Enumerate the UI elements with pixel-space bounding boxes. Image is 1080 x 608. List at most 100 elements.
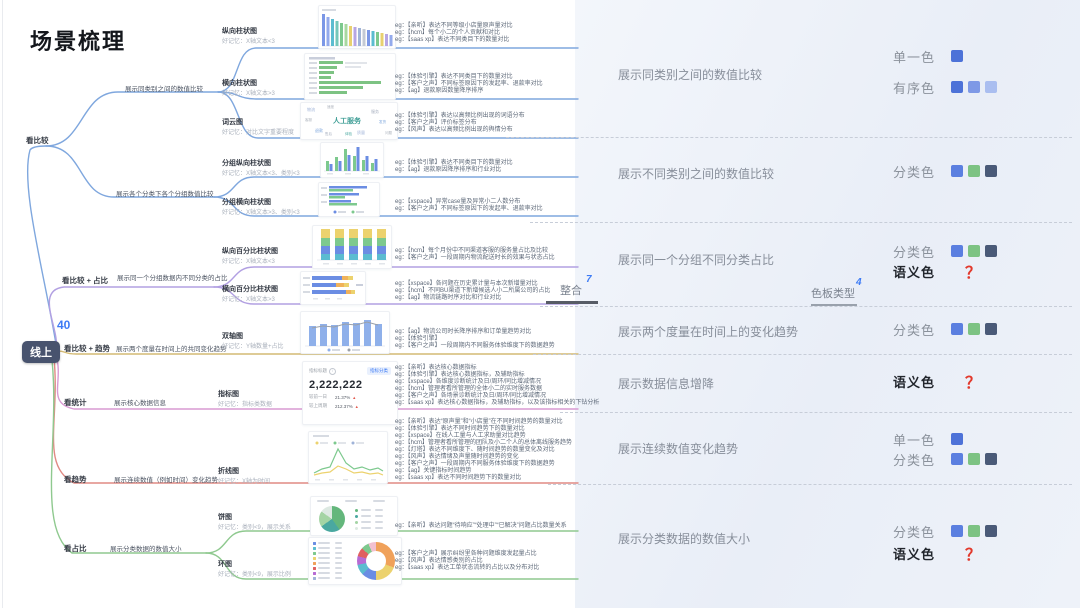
palette-label: 分类色 [893,244,936,260]
marker-palette-type[interactable]: 色板类型 [811,288,855,300]
question-mark-icon: ？ [965,375,982,392]
scenario-core-data[interactable]: 展示核心数据信息 [114,400,166,407]
branch-compare-share[interactable]: 看比较 + 占比 [62,276,109,285]
node-metric[interactable]: 指标图 [218,391,239,398]
thumb-line-chart[interactable] [308,431,388,484]
examples-vertical-bar: eg：【亲听】表达不同等级小店量原声量对比 eg：【hcm】每个小二的个人贡献和… [395,23,513,43]
memo-line-chart: 好记忆：X轴为时间 [218,479,271,485]
examples-metric: eg：【亲听】表达核心数据指标 eg：【体验引擎】表达核心数据指标，及辅助指标 … [395,365,600,406]
thumb-grouped-horizontal-bar[interactable] [318,182,380,217]
row-divider [506,137,1072,138]
thumb-pie-chart[interactable] [310,496,398,536]
page-title: 场景梳理 [30,29,127,54]
color-swatch [968,525,980,537]
color-swatch [951,433,963,445]
palette-row: 分类色 [893,243,1002,260]
palette-label: 单一色 [893,432,936,448]
thumb-wordcloud[interactable]: 人工服务 物流 服务 退款 质量 客服 发货 速度 体验 问题 售后 [300,102,398,140]
row-divider [540,306,1072,307]
memo-donut-chart: 好记忆：类别<9，展示比例 [218,572,291,578]
marker-integration[interactable]: 整合 [560,285,582,297]
examples-line-chart: eg：【亲听】表达“原声量”和“小店量”在不同时间趋势的数量对比 eg：【体验引… [395,419,573,481]
scenario-two-measures-trend[interactable]: 展示两个度量在时间上的共同变化趋势 [116,346,227,353]
metric-value: 2,222,222 [309,379,363,391]
palette-label: 分类色 [893,524,936,540]
color-swatch [985,165,997,177]
examples-wordcloud: eg：【体验引擎】表达以高频比例出现的词语分布 eg：【客户之声】评价标签分布 … [395,113,525,133]
up-arrow-icon: ▲ [352,394,357,400]
color-swatch [985,245,997,257]
scenario-category-size[interactable]: 展示分类数据的数值大小 [110,546,182,553]
color-swatch [968,323,980,335]
color-swatch [951,525,963,537]
node-grouped-horizontal-bar[interactable]: 分组横向柱状图 [222,199,271,206]
node-donut-chart[interactable]: 环图 [218,561,232,568]
requirement-two-measures: 展示两个度量在时间上的变化趋势 [618,325,799,339]
requirement-same-category: 展示同类别之间的数值比较 [618,68,763,82]
thumb-metric[interactable]: 指标标题 i 指标分类 2,222,222 较前一日 21.37% ▲ 较上周期 21… [302,361,398,425]
examples-horizontal-bar: eg：【体验引擎】表达不同类目下的数量对比 eg：【客户之声】不同标签原因下的发… [395,74,543,94]
color-swatch [968,81,980,93]
node-vertical-percent-bar[interactable]: 纵向百分比柱状图 [222,248,278,255]
row-divider [530,222,1072,223]
branch-statistics[interactable]: 看统计 [64,398,87,407]
thumb-horizontal-bar[interactable] [304,53,396,100]
palette-row: 单一色 [893,48,968,65]
thumb-grouped-vertical-bar[interactable] [320,142,384,178]
memo-wordcloud: 好记忆：对比文字重要程度 [222,130,295,136]
scenario-continuous-trend[interactable]: 展示连续数值（例如时间）变化趋势 [114,477,218,484]
root-count-badge: 40 [57,318,71,332]
info-icon: i [329,367,336,375]
marker-palette-type-count: 4 [856,277,862,288]
node-pie-chart[interactable]: 饼图 [218,514,232,521]
memo-pie-chart: 好记忆：类别<9，展示关系 [218,525,291,531]
thumb-horizontal-percent-bar[interactable] [300,271,366,305]
requirement-increase-decrease: 展示数据信息增降 [618,377,715,391]
node-grouped-vertical-bar[interactable]: 分组纵向柱状图 [222,160,271,167]
examples-grouped-horizontal-bar: eg：【xspace】异常case量及异常小二人数分布 eg：【客户之声】不同标… [395,199,543,212]
thumb-vertical-bar[interactable] [318,5,396,49]
branch-compare[interactable]: 看比较 [26,136,49,145]
color-swatch [951,323,963,335]
scenario-same-category[interactable]: 展示同类别之间的数值比较 [125,86,203,93]
marker-integration-underline [546,301,598,304]
row-divider [548,484,1072,485]
memo-grouped-horizontal-bar: 好记忆：X轴文本>3、类别<3 [222,210,300,216]
thumb-donut-chart[interactable] [308,537,402,585]
examples-grouped-vertical-bar: eg：【体验引擎】表达不同类目下的数量对比 eg：【ag】退款原因降序排序和行业… [395,160,513,173]
requirement-group-share: 展示同一个分组不同分类占比 [618,253,775,267]
requirement-category-size: 展示分类数据的数值大小 [618,532,751,546]
scenario-group-share[interactable]: 展示同一个分组数据内不同分类的占比 [117,275,228,282]
palette-row: 分类色 [893,163,1002,180]
marker-palette-type-underline [811,304,857,306]
palette-label: 分类色 [893,452,936,468]
palette-row: 分类色 [893,451,1002,468]
scenario-grouped-compare[interactable]: 展示各个分类下各个分组数值比较 [116,191,214,198]
thumb-vertical-percent-bar[interactable] [312,225,392,269]
color-swatch [951,245,963,257]
thumb-dual-axis[interactable] [300,311,390,354]
palette-row: 单一色 [893,431,968,448]
branch-proportion[interactable]: 看占比 [64,544,87,553]
node-vertical-bar[interactable]: 纵向柱状图 [222,28,257,35]
memo-metric: 好记忆：指标类数据 [218,402,273,408]
color-swatch [951,165,963,177]
color-swatch [951,50,963,62]
branch-trend[interactable]: 看趋势 [64,475,87,484]
node-wordcloud[interactable]: 词云图 [222,119,243,126]
branch-compare-trend[interactable]: 看比较 + 趋势 [64,344,111,353]
metric-tag: 指标分类 [367,367,391,375]
node-horizontal-bar[interactable]: 横向柱状图 [222,80,257,87]
question-mark-icon: ？ [965,265,982,282]
node-dual-axis[interactable]: 双轴图 [222,333,243,340]
palette-row: 有序色 [893,79,1002,96]
examples-dual-axis: eg：【ag】物流公司时长降序排序和订单量趋势对比 eg：【体验引擎】 eg：【… [395,329,555,349]
root-node-online[interactable]: 线上 [22,341,60,363]
palette-label: 有序色 [893,80,936,96]
palette-label-semantic: 语义色 [893,264,936,280]
question-mark-icon: ？ [965,547,982,564]
palette-row: 分类色 [893,523,1002,540]
node-line-chart[interactable]: 折线图 [218,468,239,475]
node-horizontal-percent-bar[interactable]: 横向百分比柱状图 [222,286,278,293]
marker-integration-count: 7 [586,274,592,285]
